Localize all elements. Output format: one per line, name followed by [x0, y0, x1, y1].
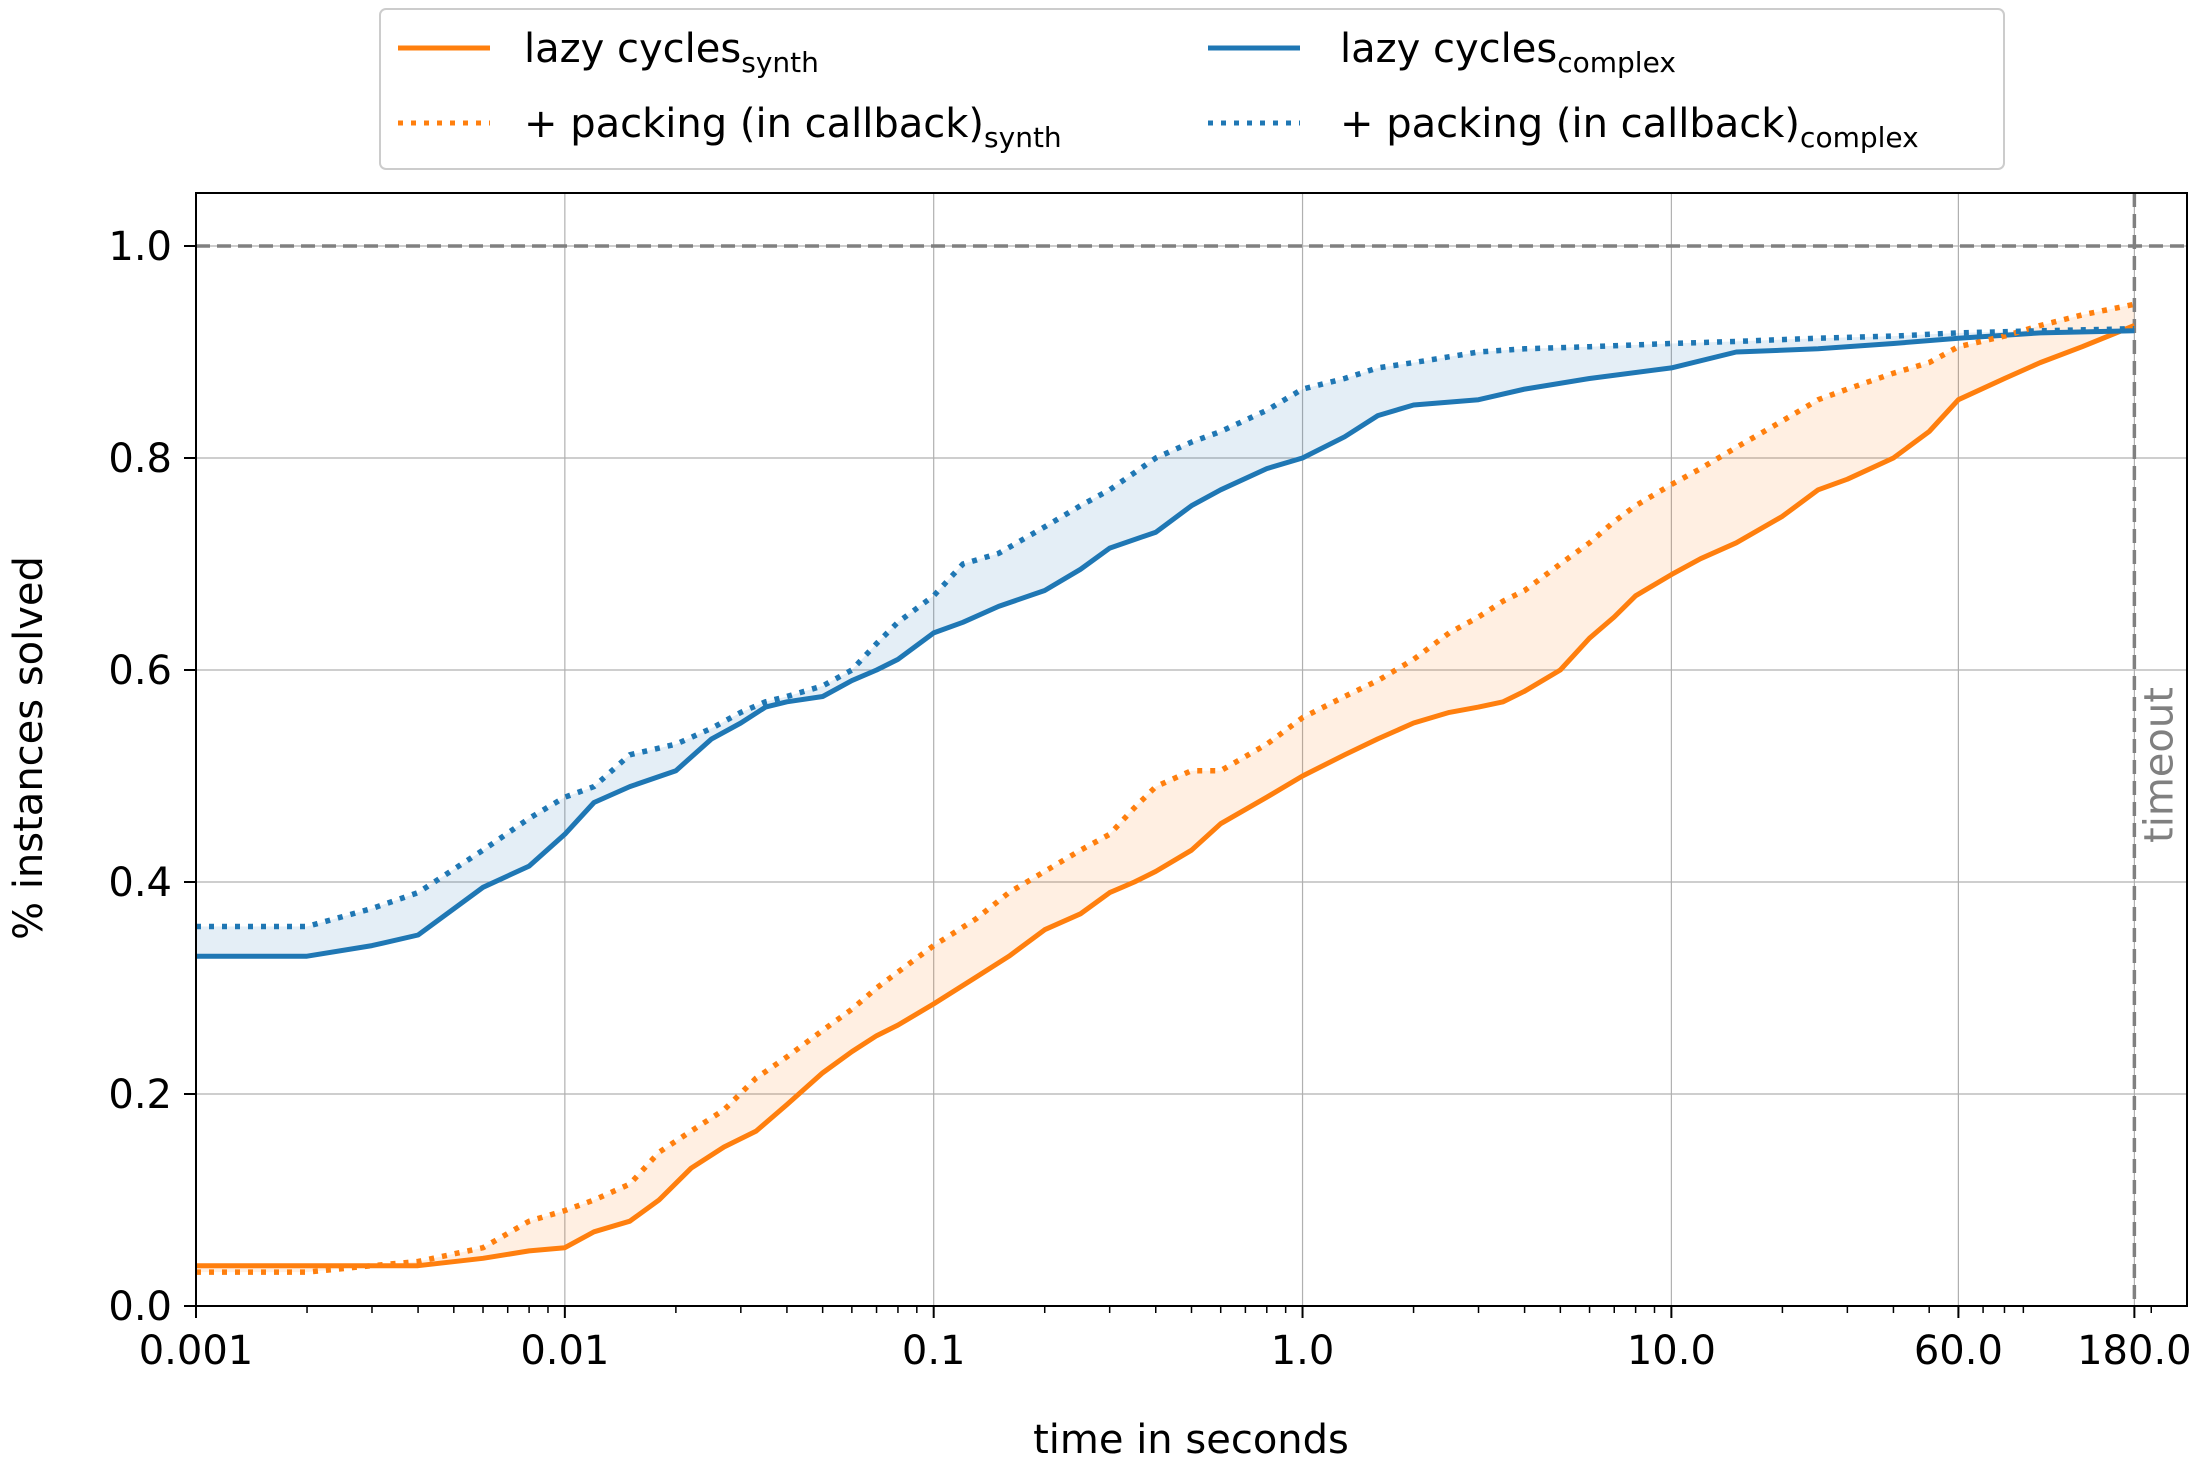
- legend-label: lazy cyclescomplex: [1340, 26, 1676, 79]
- tick-layer: 0.001 0.01 0.1 1.0 10.0 60.0 180.0 0.0 0.2 0.4 0.6…: [108, 224, 2191, 1374]
- x-tick-label: 10.0: [1627, 1328, 1716, 1374]
- legend-label-name: + packing (in callback): [524, 101, 984, 147]
- legend-label: + packing (in callback)synth: [524, 101, 1062, 154]
- y-tick-label: 0.2: [108, 1072, 172, 1118]
- x-tick-label: 1.0: [1271, 1328, 1335, 1374]
- legend-box: [379, 8, 2005, 170]
- timeout-label: timeout: [2136, 687, 2182, 843]
- x-tick-label: 0.01: [520, 1328, 609, 1374]
- legend-label-name: + packing (in callback): [1340, 101, 1800, 147]
- legend-label-name: lazy cycles: [1340, 26, 1557, 72]
- legend-label-subscript: complex: [1800, 121, 1919, 154]
- y-axis-label: % instances solved: [6, 556, 52, 940]
- series-layer: [196, 301, 2136, 1275]
- x-tick-label: 60.0: [1914, 1328, 2003, 1374]
- series-line-complex-dotted: [196, 325, 2135, 930]
- y-tick-label: 0.4: [108, 860, 172, 906]
- reference-lines-layer: timeout: [196, 193, 2187, 1306]
- y-tick-label: 1.0: [108, 224, 172, 270]
- x-tick-label: 180.0: [2077, 1328, 2192, 1374]
- legend-label-subscript: synth: [741, 46, 819, 79]
- y-tick-label: 0.8: [108, 436, 172, 482]
- y-tick-label: 0.0: [108, 1284, 172, 1330]
- series-band-fill: [196, 304, 2135, 1273]
- series-line-synth-dotted: [196, 301, 2135, 1275]
- legend-label-subscript: complex: [1557, 46, 1676, 79]
- x-axis-label: time in seconds: [1033, 1417, 1349, 1463]
- legend-label: lazy cyclessynth: [524, 26, 819, 79]
- legend-label-name: lazy cycles: [524, 26, 741, 72]
- legend-label-subscript: synth: [984, 121, 1062, 154]
- series-line-complex-solid: [196, 328, 2135, 959]
- legend-label: + packing (in callback)complex: [1340, 101, 1919, 154]
- x-tick-label: 0.001: [139, 1328, 254, 1374]
- x-tick-label: 0.1: [902, 1328, 966, 1374]
- legend: lazy cyclessynth+ packing (in callback)s…: [379, 8, 2005, 170]
- y-tick-label: 0.6: [108, 648, 172, 694]
- series-line-synth-solid: [196, 323, 2136, 1269]
